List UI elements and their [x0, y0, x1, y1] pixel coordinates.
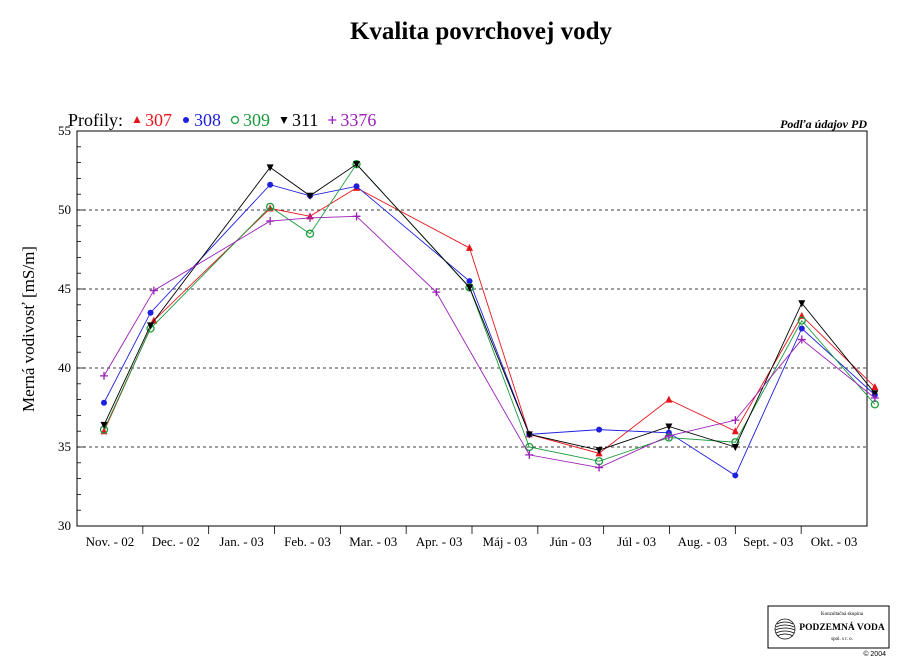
series-3376: [100, 212, 879, 472]
legend-label-3376: 3376: [340, 110, 376, 130]
data-point-311: [525, 431, 533, 439]
legend-label-308: 308: [194, 110, 221, 130]
y-tick-label: 55: [58, 123, 71, 138]
legend-label-309: 309: [243, 110, 270, 130]
data-point-309: [265, 202, 275, 211]
series-line-311: [103, 163, 876, 451]
data-point-311: [731, 444, 739, 451]
logo-drop-icon: [774, 618, 796, 640]
legend-marker-307: [133, 116, 141, 123]
data-point-3376: [266, 217, 275, 226]
series-line-307: [103, 187, 876, 454]
legend-label-311: 311: [292, 110, 318, 130]
series-309: [99, 160, 880, 466]
x-tick-label: Sept. - 03: [743, 534, 793, 549]
data-point-3376: [595, 463, 604, 472]
data-point-311: [871, 390, 879, 398]
legend-title: Profily:: [68, 110, 123, 130]
data-point-311: [147, 322, 155, 330]
data-point-308: [596, 426, 603, 433]
company-logo: Konzultačná skupina PODZEMNÁ VODA spol. …: [767, 605, 890, 649]
data-point-311: [306, 192, 314, 200]
y-tick-label: 45: [58, 281, 71, 296]
plot-frame: [76, 130, 868, 527]
chart-title: Kvalita povrchovej vody: [350, 18, 613, 45]
x-tick-label: Apr. - 03: [416, 534, 463, 549]
data-point-3376: [306, 213, 315, 222]
data-point-308: [267, 181, 274, 188]
legend-item-311: 311: [280, 110, 318, 130]
series-line-309: [103, 163, 876, 462]
data-point-309: [525, 442, 534, 452]
legend-label-307: 307: [145, 110, 172, 130]
x-tick-label: Jún - 03: [550, 534, 592, 549]
data-point-3376: [100, 371, 108, 380]
data-point-307: [871, 382, 879, 390]
data-point-3376: [352, 212, 361, 221]
data-point-3376: [432, 288, 441, 297]
y-axis-label: Merná vodivosť [mS/m]: [19, 246, 38, 412]
x-tick-label: Feb. - 03: [284, 534, 331, 549]
data-point-308: [353, 183, 360, 190]
data-point-3376: [664, 431, 673, 440]
legend-marker-311: [280, 117, 288, 124]
legend-marker-309: [230, 115, 240, 125]
data-point-307: [466, 243, 473, 251]
data-point-311: [353, 161, 361, 169]
y-tick-label: 40: [58, 360, 71, 375]
y-tick-label: 35: [58, 439, 71, 454]
data-point-3376: [731, 416, 740, 425]
source-note: Podľa údajov PD: [780, 117, 867, 131]
series-308: [101, 181, 878, 479]
data-point-311: [266, 164, 274, 172]
data-point-309: [305, 229, 315, 238]
series-line-3376: [103, 215, 876, 469]
legend-item-308: 308: [183, 110, 221, 130]
data-point-311: [100, 421, 108, 429]
x-tick-label: Mar. - 03: [349, 534, 397, 549]
x-tick-label: Nov. - 02: [86, 534, 135, 549]
data-point-3376: [149, 286, 158, 295]
logo-sub: spol. s r. o.: [831, 637, 853, 642]
data-point-311: [665, 423, 673, 431]
data-point-3376: [525, 450, 534, 459]
data-point-307: [731, 427, 739, 435]
legend-marker-308: [183, 117, 189, 123]
x-tick-label: Máj - 03: [483, 534, 528, 549]
data-point-308: [732, 472, 739, 479]
x-tick-label: Júl - 03: [617, 534, 656, 549]
y-tick-label: 50: [58, 202, 71, 217]
logo-copyright: © 2004: [863, 650, 886, 658]
legend: Profily: 307 308 309 311 3376: [68, 110, 376, 130]
legend-marker-3376: [328, 116, 337, 124]
logo-top-text: Konzultačná skupina: [821, 612, 864, 617]
data-point-309: [797, 316, 806, 325]
data-point-311: [595, 447, 603, 455]
x-tick-label: Jan. - 03: [219, 534, 263, 549]
x-tick-label: Aug. - 03: [678, 534, 727, 549]
legend-item-307: 307: [133, 110, 172, 130]
data-point-307: [665, 395, 673, 403]
series-line-308: [103, 184, 876, 477]
data-point-308: [101, 399, 107, 406]
series-307: [100, 183, 879, 457]
logo-frame: [767, 605, 890, 649]
data-point-308: [147, 309, 154, 316]
data-point-308: [466, 278, 473, 285]
data-point-3376: [797, 335, 806, 344]
legend-item-309: 309: [230, 110, 270, 130]
data-point-3376: [870, 394, 879, 403]
series-311: [100, 161, 879, 455]
x-tick-label: Okt. - 03: [811, 534, 858, 549]
y-tick-label: 30: [58, 518, 71, 533]
data-point-307: [150, 316, 158, 324]
logo-name: PODZEMNÁ VODA: [799, 621, 885, 633]
x-tick-label: Dec. - 02: [152, 534, 200, 549]
data-point-311: [798, 300, 806, 308]
data-point-311: [466, 284, 473, 292]
legend-item-3376: 3376: [328, 110, 376, 130]
data-point-308: [798, 325, 805, 332]
